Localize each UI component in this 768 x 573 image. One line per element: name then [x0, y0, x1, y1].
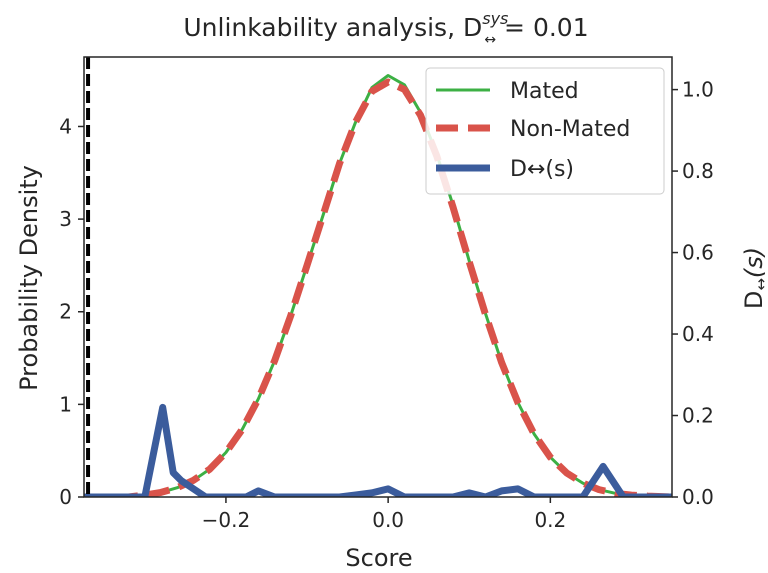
chart-title-main: Unlinkability analysis, D [183, 13, 482, 42]
legend: Mated Non-Mated D↔(s) [425, 67, 665, 195]
chart-title-suffix: = 0.01 [496, 13, 589, 42]
chart-title: Unlinkability analysis, Dsys ↔ = 0.01 [183, 9, 588, 48]
y-right-tick-label: 0.4 [682, 322, 714, 346]
legend-label: Non-Mated [510, 117, 630, 142]
y-axis-left-title: Probability Density [15, 165, 43, 391]
x-tick-label: −0.2 [202, 508, 251, 532]
y-left-tick-label: 1 [59, 392, 72, 416]
plot-area [83, 56, 673, 498]
series-group [84, 74, 672, 497]
y-axis-right-title-sub: ↔ [752, 278, 768, 291]
y-axis-right-title-suffix: (s) [740, 247, 768, 278]
y-axis-right-title: D↔(s) [740, 247, 768, 309]
y-right-tick-label: 1.0 [682, 78, 714, 102]
axis-ticks: −0.2 0.0 0.2 0 1 2 3 4 0.0 0.2 0.4 0.6 0.8 1.0 [59, 78, 714, 532]
y-left-tick-label: 3 [59, 207, 72, 231]
chart-title-sub: ↔ [484, 32, 496, 48]
y-right-tick-label: 0.8 [682, 159, 714, 183]
y-right-tick-label: 0.6 [682, 241, 714, 265]
legend-label: Mated [510, 79, 579, 104]
x-tick-label: 0.0 [372, 508, 404, 532]
legend-label: D↔(s) [510, 157, 574, 182]
chart-title-sup: sys [482, 9, 508, 28]
series-line-2 [84, 403, 672, 497]
y-left-tick-label: 4 [59, 114, 72, 138]
y-left-tick-label: 0 [59, 485, 72, 509]
y-right-tick-label: 0.0 [682, 485, 714, 509]
x-tick-label: 0.2 [534, 508, 566, 532]
y-axis-right-title-main: D [740, 291, 768, 309]
y-right-tick-label: 0.2 [682, 404, 714, 428]
x-axis-title: Score [345, 544, 412, 572]
legend-box [425, 67, 665, 195]
y-left-tick-label: 2 [59, 300, 72, 324]
series-line-1 [84, 78, 672, 497]
plot-frame [83, 56, 673, 498]
